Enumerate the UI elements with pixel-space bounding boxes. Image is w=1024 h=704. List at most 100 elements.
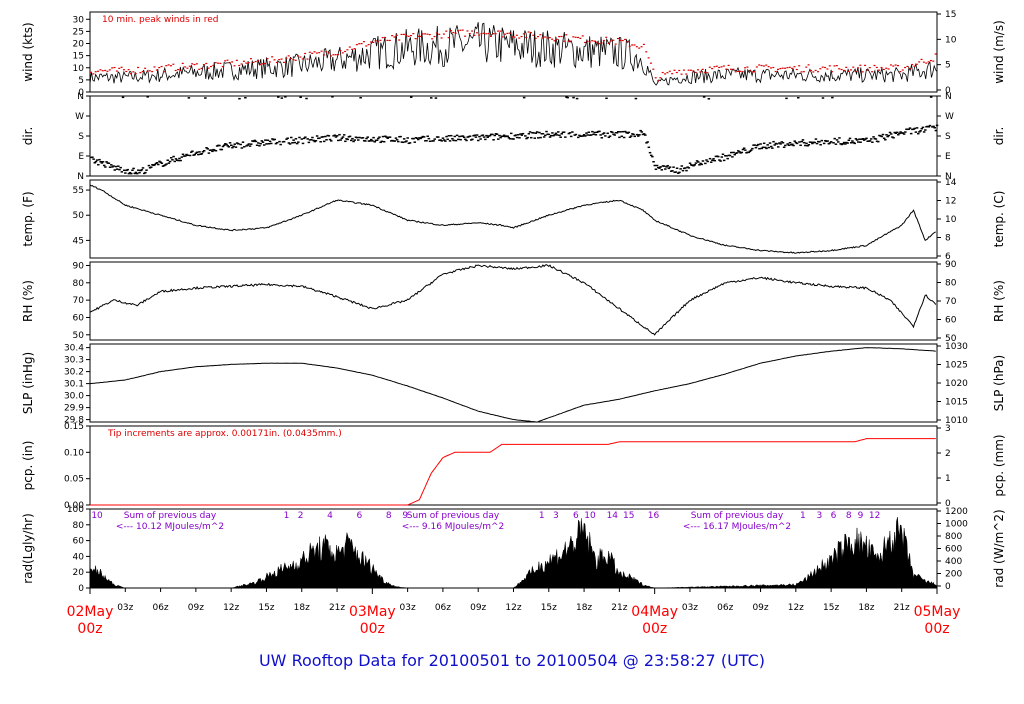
- direction-point: [295, 142, 299, 145]
- direction-point: [678, 171, 681, 174]
- y-axis-label-right: temp. (C): [992, 191, 1006, 248]
- direction-point: [422, 136, 426, 138]
- direction-point: [220, 148, 224, 151]
- peak-wind-mark: [584, 41, 587, 44]
- direction-point: [667, 167, 671, 170]
- direction-point: [895, 131, 899, 134]
- peak-wind-mark: [628, 45, 631, 47]
- peak-wind-mark: [461, 29, 464, 31]
- left-tick-label: 0.15: [64, 422, 84, 432]
- peak-wind-mark: [664, 73, 667, 75]
- direction-point: [226, 145, 229, 147]
- peak-wind-mark: [873, 64, 876, 67]
- panel-frame: [89, 11, 938, 93]
- left-tick-label: 30.1: [64, 380, 84, 390]
- peak-wind-mark: [842, 69, 845, 72]
- direction-point: [549, 134, 553, 137]
- peak-wind-mark: [711, 68, 714, 70]
- direction-point: [821, 97, 825, 99]
- direction-point: [749, 149, 753, 151]
- direction-point: [627, 131, 631, 134]
- y-axis-label-right: wind (m/s): [992, 20, 1006, 84]
- direction-point: [701, 160, 705, 162]
- peak-wind-mark: [697, 69, 700, 71]
- direction-point: [702, 96, 706, 98]
- daily-sum-heading: Sum of previous day: [407, 511, 500, 521]
- peak-wind-mark: [464, 35, 467, 37]
- direction-point: [471, 138, 474, 141]
- direction-point: [868, 140, 872, 142]
- direction-point: [604, 135, 607, 137]
- direction-point: [271, 138, 274, 140]
- day-label-hour: 00z: [360, 621, 385, 637]
- peak-wind-mark: [727, 64, 730, 67]
- direction-point: [915, 127, 919, 129]
- direction-point: [329, 140, 333, 142]
- peak-wind-mark: [287, 55, 290, 57]
- left-tick-label: 60: [73, 313, 85, 323]
- direction-point: [294, 138, 298, 140]
- right-tick-label: N: [945, 172, 952, 182]
- direction-point: [195, 151, 199, 154]
- direction-point: [584, 135, 587, 137]
- peak-wind-mark: [887, 68, 890, 70]
- direction-point: [788, 142, 792, 144]
- direction-point: [160, 162, 164, 164]
- peak-wind-mark: [395, 34, 398, 36]
- peak-wind-mark: [104, 69, 107, 72]
- direction-point: [184, 155, 187, 157]
- peak-wind-mark: [515, 34, 518, 36]
- direction-point: [600, 137, 604, 139]
- direction-point: [512, 138, 515, 140]
- direction-point: [158, 160, 161, 163]
- peak-wind-mark: [115, 70, 118, 72]
- direction-point: [709, 161, 713, 163]
- direction-point: [653, 164, 656, 167]
- peak-wind-mark: [351, 48, 354, 50]
- direction-point: [105, 161, 108, 163]
- direction-point: [98, 158, 101, 161]
- peak-wind-mark: [459, 29, 462, 31]
- peak-wind-mark: [551, 38, 554, 40]
- peak-wind-mark: [558, 35, 561, 38]
- daily-sum-value: <--- 16.17 MJoules/m^2: [683, 522, 791, 532]
- direction-point: [857, 141, 860, 143]
- peak-wind-mark: [847, 70, 850, 72]
- peak-wind-mark: [407, 35, 410, 37]
- direction-point: [107, 162, 111, 165]
- peak-wind-mark: [904, 66, 907, 69]
- left-tick-label: S: [78, 132, 84, 142]
- direction-point: [420, 136, 424, 139]
- direction-point: [729, 151, 733, 154]
- direction-point: [225, 143, 228, 146]
- peak-wind-mark: [889, 64, 892, 66]
- direction-point: [134, 171, 138, 174]
- peak-wind-mark: [824, 66, 827, 69]
- peak-wind-mark: [365, 45, 368, 47]
- peak-wind-mark: [271, 56, 274, 58]
- direction-point: [465, 139, 468, 142]
- direction-point: [282, 140, 286, 143]
- direction-point: [397, 140, 400, 143]
- y-axis-label-right: RH (%): [992, 280, 1006, 322]
- peak-wind-mark: [666, 72, 669, 74]
- peak-wind-mark: [833, 65, 836, 67]
- direction-point: [621, 130, 625, 133]
- y-axis-label-right: dir.: [992, 127, 1006, 146]
- peak-wind-mark: [438, 33, 441, 35]
- direction-point: [342, 134, 346, 136]
- right-tick-label: 600: [945, 545, 962, 555]
- peak-wind-mark: [854, 70, 857, 73]
- direction-point: [795, 142, 799, 145]
- left-tick-label: 30.0: [64, 392, 84, 402]
- direction-point: [722, 159, 726, 162]
- x-tick-label: 18z: [858, 603, 874, 613]
- direction-point: [725, 155, 728, 157]
- direction-point: [155, 162, 159, 164]
- direction-point: [255, 144, 259, 147]
- peak-wind-mark: [127, 69, 130, 71]
- peak-wind-mark: [409, 35, 412, 37]
- peak-wind-mark: [320, 50, 323, 52]
- direction-point: [658, 167, 661, 169]
- direction-point: [204, 97, 207, 99]
